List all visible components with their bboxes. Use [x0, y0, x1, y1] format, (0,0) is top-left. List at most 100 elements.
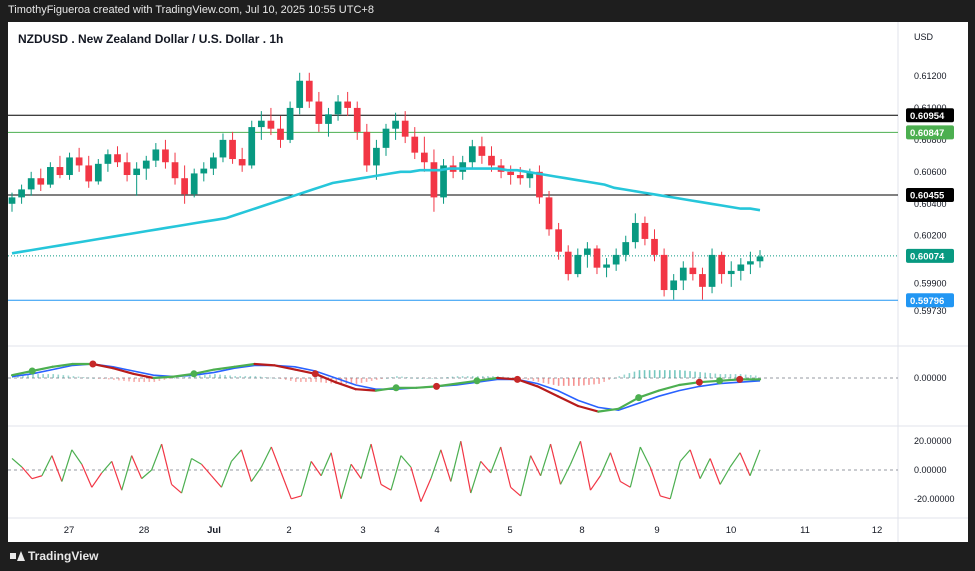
oscillator-segment: [609, 452, 621, 482]
macd-histogram-bar: [32, 374, 34, 378]
macd-histogram-bar: [471, 376, 474, 378]
oscillator-segment: [530, 455, 542, 477]
time-tick-label: 4: [434, 525, 439, 536]
macd-histogram-bar: [289, 378, 292, 381]
oscillator-segment: [141, 469, 153, 480]
current-price-badge: [906, 248, 954, 263]
macd-histogram-bar: [355, 378, 358, 384]
macd-histogram-bar: [77, 376, 80, 378]
oscillator-segment: [390, 455, 402, 491]
macd-line-segment: [637, 389, 661, 399]
oscillator-segment: [440, 449, 452, 482]
macd-histogram-bar: [57, 374, 60, 378]
macd-line-segment: [152, 375, 175, 380]
macd-zero-label: 0.00000: [914, 373, 947, 383]
macd-histogram-bar: [42, 374, 44, 378]
oscillator-segment: [121, 455, 133, 491]
macd-histogram-bar: [118, 378, 120, 381]
candle-body: [603, 264, 610, 268]
macd-histogram-bar: [153, 378, 156, 382]
macd-histogram-bar: [557, 378, 560, 386]
macd-histogram-bar: [259, 376, 262, 378]
macd-cross-dot: [736, 375, 744, 383]
chart-frame: [8, 22, 968, 542]
candle-body: [56, 167, 64, 176]
macd-histogram-bar: [158, 378, 161, 381]
candle-body: [631, 222, 639, 243]
candle-body: [670, 280, 678, 291]
oscillator-segment: [340, 464, 352, 499]
macd-histogram-bar: [264, 377, 267, 378]
candle-body: [689, 267, 697, 275]
macd-histogram-bar: [542, 378, 545, 383]
macd-cross-dot: [513, 375, 521, 383]
macd-histogram-bar: [249, 376, 252, 378]
candle-body: [373, 147, 380, 166]
candle-body: [641, 222, 649, 239]
horizontal-levels: 0.60954 0.60847 0.60455 0.59796 0.60074: [8, 108, 954, 308]
macd-histogram-bar: [37, 374, 39, 378]
macd-histogram-bar: [583, 378, 585, 386]
macd-cross-dot: [89, 360, 97, 368]
macd-histogram-bar: [234, 376, 236, 378]
candle-body: [612, 254, 620, 265]
oscillator-segment: [280, 472, 292, 500]
macd-histogram-bar: [254, 376, 257, 378]
macd-histogram-bar: [446, 377, 449, 378]
macd-histogram-bar: [628, 373, 631, 378]
oscillator-segment: [291, 495, 302, 500]
oscillator-segment: [211, 475, 222, 488]
macd-histogram-bar: [97, 378, 100, 379]
candle-body: [430, 162, 438, 198]
macd-histogram-bar: [163, 378, 166, 380]
macd-histogram-bar: [436, 378, 439, 379]
chart-svg[interactable]: NZDUSD . New Zealand Dollar / U.S. Dolla…: [8, 22, 968, 542]
macd-line-segment: [597, 407, 620, 413]
macd-histogram-bar: [684, 370, 686, 378]
macd-histogram-bar: [492, 376, 494, 378]
macd-histogram-bar: [315, 378, 317, 382]
candle-body: [238, 159, 246, 166]
macd-histogram-bar: [421, 378, 423, 379]
oscillator-segment: [669, 461, 681, 499]
candle-body: [488, 155, 495, 166]
candle-body: [114, 154, 121, 163]
macd-histogram-bar: [456, 376, 459, 378]
macd-histogram-bar: [52, 374, 55, 378]
oscillator-segment: [300, 461, 312, 497]
oscillator-segment: [470, 461, 482, 494]
candle-body: [507, 171, 515, 176]
macd-histogram-bar: [239, 376, 242, 378]
oscillator-segment: [41, 455, 53, 477]
macd-histogram-bar: [648, 370, 651, 378]
macd-histogram-bar: [27, 374, 29, 378]
level-badge-label: 0.60954: [910, 111, 945, 122]
macd-histogram-bar: [401, 376, 403, 378]
macd-histogram-bar: [663, 370, 666, 378]
macd-histogram-bar: [598, 378, 600, 384]
price-tick-label: 0.60600: [914, 167, 947, 177]
macd-histogram-bar: [562, 378, 565, 386]
macd-line-segment: [536, 385, 559, 398]
oscillator-segment: [370, 443, 382, 485]
macd-histogram-bar: [699, 372, 701, 378]
macd-histogram-bar: [92, 378, 95, 379]
macd-histogram-bar: [431, 378, 434, 379]
macd-histogram-bar: [17, 375, 19, 378]
candle-body: [334, 101, 342, 115]
candle-body: [142, 160, 150, 169]
macd-histogram-bar: [552, 378, 555, 385]
candle-body: [75, 157, 83, 166]
macd-histogram-bar: [123, 378, 125, 381]
candle-body: [305, 80, 313, 102]
time-tick-label: 9: [654, 525, 659, 536]
oscillator-segment: [719, 466, 731, 485]
candle-body: [363, 131, 371, 166]
candle-body: [104, 154, 112, 164]
candle-body: [181, 178, 188, 195]
oscillator-segment: [749, 449, 761, 476]
oscillator-segment: [410, 466, 422, 502]
macd-cross-dot: [473, 377, 481, 385]
oscillator-segment: [649, 466, 661, 497]
candle-body: [660, 254, 668, 291]
